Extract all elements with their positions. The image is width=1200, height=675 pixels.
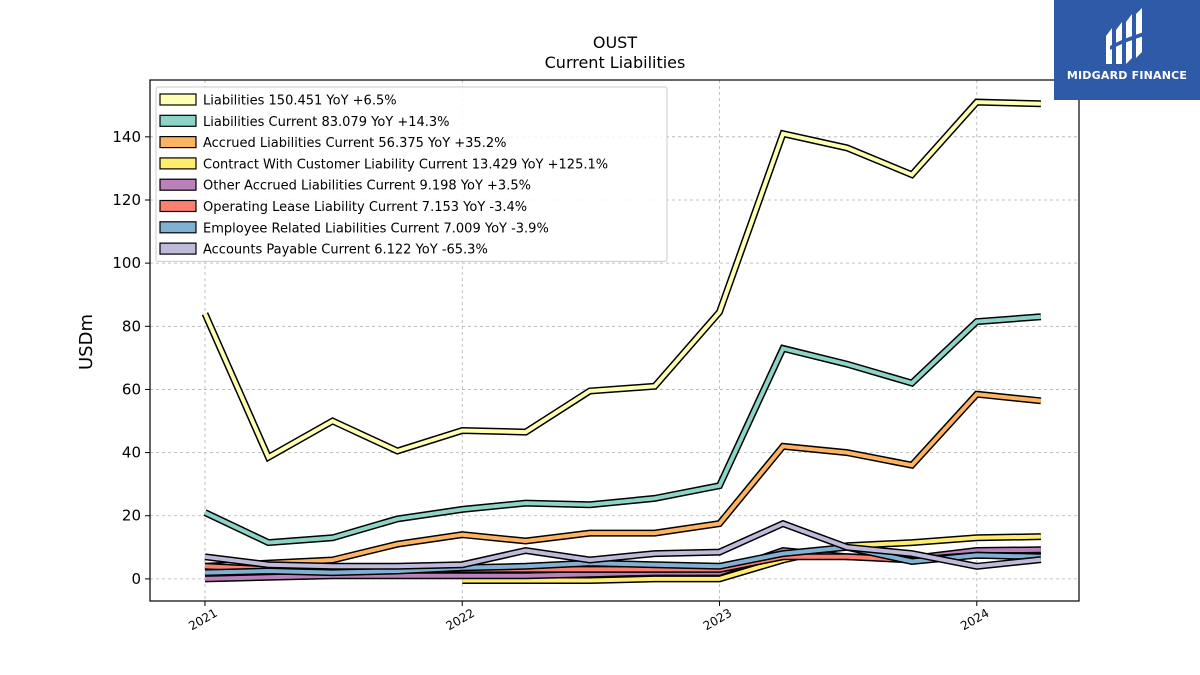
x-tick-label: 2021 <box>186 606 219 633</box>
series-lines <box>201 98 1042 584</box>
y-tick-label: 120 <box>112 191 141 209</box>
series-line <box>203 100 1041 461</box>
chart-title: OUST <box>593 33 637 52</box>
legend-swatch <box>159 114 197 127</box>
legend-swatch <box>159 157 197 170</box>
legend-swatch <box>159 221 197 234</box>
series-line-outline <box>203 313 1042 547</box>
x-tick-label: 2024 <box>958 606 991 633</box>
x-tick-label: 2022 <box>444 606 477 633</box>
series-line <box>204 545 1041 575</box>
y-tick-label: 60 <box>122 380 141 398</box>
y-axis-label: USDm <box>76 314 97 370</box>
y-tick-label: 80 <box>122 317 141 335</box>
legend-swatch <box>159 136 197 149</box>
series-line <box>462 534 1041 583</box>
legend-swatch <box>159 199 197 213</box>
legend-label: Contract With Customer Liability Current… <box>203 157 608 172</box>
series-line <box>204 314 1042 545</box>
legend-label: Liabilities 150.451 YoY +6.5% <box>203 94 397 109</box>
plot-frame <box>149 79 1080 602</box>
legend-swatch <box>159 178 197 191</box>
y-tick-label: 140 <box>112 128 141 146</box>
midgard-finance-logo: MIDGARD FINANCE <box>1054 0 1200 100</box>
legend: Liabilities 150.451 YoY +6.5% Liabilities… <box>155 86 668 262</box>
y-tick-label: 0 <box>131 570 141 588</box>
legend-label: Accrued Liabilities Current 56.375 YoY +… <box>203 136 506 151</box>
x-tick-label: 2023 <box>701 606 734 633</box>
series-line <box>204 521 1042 569</box>
logo-text: MIDGARD FINANCE <box>1066 69 1188 82</box>
y-tick-label: 40 <box>122 444 141 462</box>
chart-subtitle: Current Liabilities <box>545 53 686 72</box>
y-tick-label: 100 <box>112 254 141 272</box>
legend-label: Other Accrued Liabilities Current 9.198 … <box>203 179 531 194</box>
legend-swatch <box>159 93 197 106</box>
logo-mark-icon <box>1106 8 1144 64</box>
legend-label: Employee Related Liabilities Current 7.0… <box>203 221 549 236</box>
series-line <box>204 392 1042 569</box>
legend-label: Liabilities Current 83.079 YoY +14.3% <box>203 115 450 130</box>
legend-box <box>155 86 668 262</box>
legend-swatch <box>159 242 197 255</box>
legend-label: Operating Lease Liability Current 7.153 … <box>203 200 527 215</box>
y-tick-label: 20 <box>122 507 141 525</box>
legend-label: Accounts Payable Current 6.122 YoY -65.3… <box>203 243 488 258</box>
